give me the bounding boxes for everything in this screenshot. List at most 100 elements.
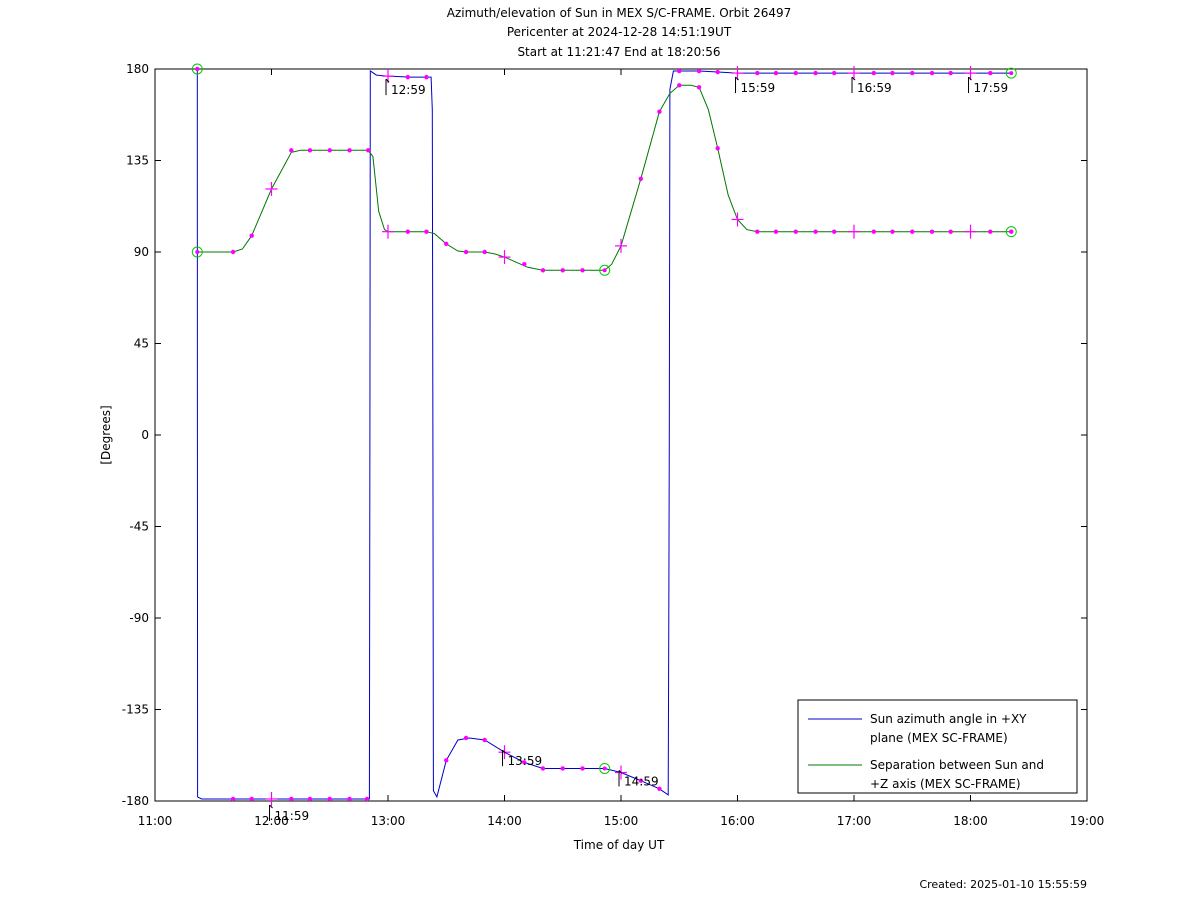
data-point-marker: [773, 229, 779, 234]
data-point-marker: [910, 70, 915, 76]
time-annotation-tick: [968, 76, 972, 81]
data-point-marker: [463, 735, 469, 741]
data-point-marker: [755, 229, 760, 234]
data-point-marker: [560, 766, 565, 771]
x-tick-label: 14:00: [487, 814, 522, 828]
created-timestamp: Created: 2025-01-10 15:55:59: [919, 878, 1087, 891]
data-point-marker: [1009, 229, 1014, 234]
x-tick-label: 12:00: [254, 814, 289, 828]
data-point-marker: [230, 249, 236, 255]
y-tick-label: -180: [122, 794, 149, 808]
legend-label: plane (MEX SC-FRAME): [870, 731, 1008, 745]
legend-label: Sun azimuth angle in +XY: [870, 712, 1027, 726]
data-point-marker: [948, 70, 953, 76]
plot-area: 11:00 12:00 13:00 14:00 15:00 16:00 17:00 18:00…: [122, 62, 1105, 828]
endpoint-circle-marker: [191, 246, 203, 258]
data-point-marker: [347, 796, 352, 802]
time-annotation-label: 17:59: [974, 81, 1009, 95]
data-point-marker: [327, 148, 332, 153]
time-annotation-label: 14:59: [624, 774, 659, 788]
x-tick-label: 11:00: [138, 814, 173, 828]
data-point-marker: [482, 737, 487, 743]
time-annotation-label: 11:59: [275, 809, 310, 823]
data-point-marker: [813, 229, 818, 234]
data-point-marker: [715, 69, 720, 75]
data-point-marker: [289, 796, 294, 802]
data-point-marker: [988, 70, 993, 76]
data-point-marker: [929, 70, 935, 76]
data-point-marker: [580, 766, 585, 771]
data-point-marker: [773, 70, 779, 76]
data-point-marker: [871, 70, 877, 76]
data-point-marker: [522, 262, 527, 267]
data-point-marker: [580, 268, 585, 273]
data-point-marker: [638, 778, 644, 783]
x-tick-label: 15:00: [604, 814, 639, 828]
x-tick-label: 16:00: [720, 814, 755, 828]
chart-title: Azimuth/elevation of Sun in MEX S/C-FRAM…: [447, 6, 792, 59]
y-axis-label: [Degrees]: [99, 405, 113, 464]
data-point-marker: [444, 758, 449, 763]
data-point-marker: [444, 241, 449, 247]
data-point-marker: [327, 796, 332, 802]
data-point-marker: [677, 68, 682, 74]
data-point-marker: [195, 67, 200, 71]
data-point-marker: [602, 766, 607, 771]
time-annotation-tick: [851, 76, 856, 81]
data-point-marker: [347, 148, 352, 153]
data-point-marker: [890, 229, 895, 234]
data-point-marker: [424, 74, 429, 80]
data-point-marker: [307, 148, 313, 153]
data-point-marker: [793, 229, 798, 234]
time-annotation-tick: [385, 78, 390, 83]
data-point-marker: [948, 229, 953, 234]
title-line-3: Start at 11:21:47 End at 18:20:56: [517, 45, 720, 59]
legend-label: Separation between Sun and: [870, 758, 1044, 772]
data-point-marker: [871, 229, 877, 234]
data-point-marker: [540, 766, 546, 771]
y-tick-label: 180: [126, 62, 149, 76]
data-point-marker: [365, 148, 371, 153]
data-point-marker: [696, 68, 702, 74]
data-point-marker: [910, 229, 915, 234]
y-tick-label: 135: [126, 154, 149, 168]
data-point-marker: [289, 148, 294, 153]
data-point-marker: [195, 250, 200, 254]
time-annotation-label: 15:59: [741, 81, 776, 95]
data-point-marker: [463, 249, 469, 255]
data-point-marker: [696, 85, 702, 90]
x-tick-label: 17:00: [837, 814, 872, 828]
data-point-marker: [560, 268, 565, 273]
data-point-marker: [715, 146, 720, 151]
data-point-marker: [929, 229, 935, 234]
y-tick-label: 45: [134, 337, 149, 351]
data-point-marker: [424, 229, 429, 234]
time-annotation-tick: [735, 76, 739, 81]
legend-label: +Z axis (MEX SC-FRAME): [870, 777, 1021, 791]
y-tick-label: -135: [122, 703, 149, 717]
endpoint-circle-marker: [1005, 67, 1017, 79]
series-line-1: [196, 68, 1012, 800]
endpoint-circle-marker: [191, 63, 203, 75]
title-line-2: Pericenter at 2024-12-28 14:51:19UT: [507, 25, 732, 39]
endpoint-circle-marker: [599, 264, 611, 276]
time-annotation-tick: [502, 749, 506, 754]
x-tick-label: 18:00: [953, 814, 988, 828]
data-point-marker: [405, 74, 411, 80]
data-point-marker: [657, 109, 662, 114]
endpoint-circle-marker: [1005, 226, 1017, 238]
data-point-marker: [307, 796, 313, 802]
series-line-2: [197, 84, 1012, 271]
y-tick-label: -90: [129, 611, 149, 625]
plot-frame: [154, 68, 1088, 802]
data-point-marker: [405, 229, 411, 234]
data-point-marker: [890, 70, 895, 76]
data-point-marker: [755, 70, 760, 76]
time-annotation-tick: [269, 804, 273, 809]
data-point-marker: [988, 229, 993, 234]
data-point-marker: [831, 229, 837, 234]
data-point-marker: [482, 249, 487, 255]
data-point-marker: [793, 70, 798, 76]
y-tick-label: -45: [129, 520, 149, 534]
